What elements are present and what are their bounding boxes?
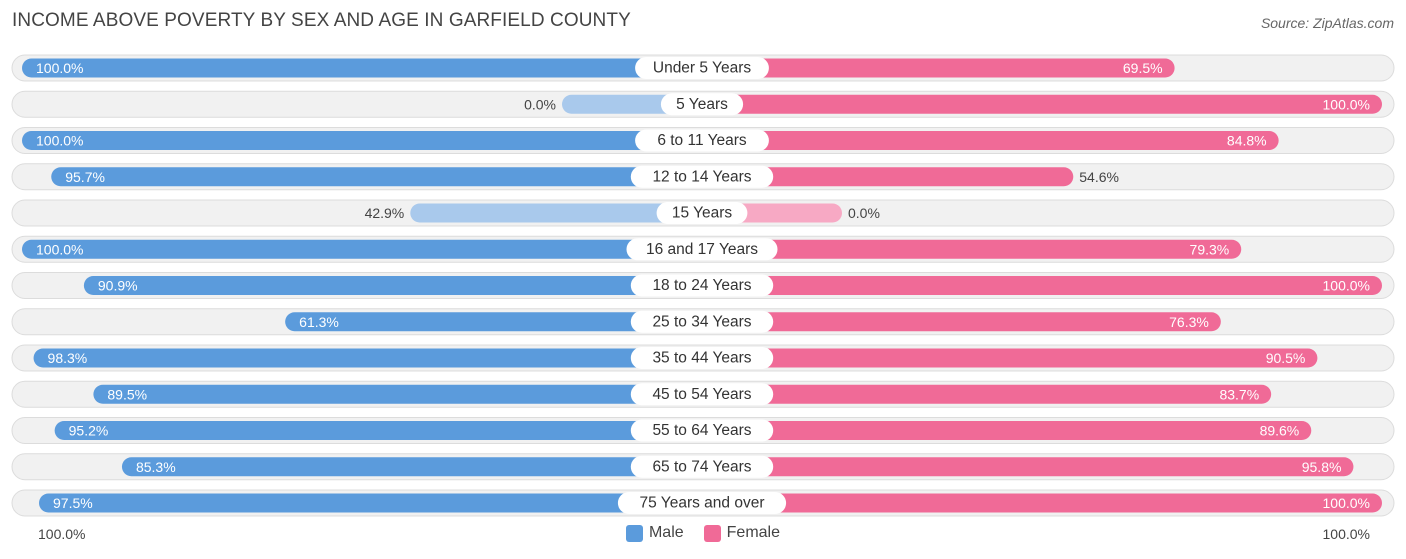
category-label: Under 5 Years [653, 60, 751, 77]
value-label-female: 83.7% [1219, 386, 1259, 402]
category-pill [635, 129, 769, 152]
bar-male [285, 312, 702, 332]
legend-label-male: Male [648, 524, 684, 541]
bar-male [410, 203, 702, 223]
value-label-male: 61.3% [299, 314, 339, 330]
category-label: 5 Years [676, 96, 728, 113]
category-pill [630, 310, 774, 333]
category-pill [656, 202, 748, 224]
value-label-female: 0.0% [848, 205, 880, 221]
category-pill [617, 492, 787, 514]
bar-male [93, 384, 702, 404]
value-label-male: 98.3% [48, 350, 88, 366]
legend-swatch-male [625, 524, 643, 542]
bar-female [702, 94, 1382, 114]
category-pill [630, 274, 774, 297]
bar-female [702, 239, 1242, 259]
value-label-female: 100.0% [1323, 495, 1370, 511]
value-label-male: 100.0% [36, 241, 83, 257]
value-label-male: 0.0% [524, 96, 556, 112]
value-label-female: 54.6% [1079, 169, 1119, 185]
value-label-female: 79.3% [1190, 241, 1230, 257]
bar-male [51, 167, 703, 187]
value-label-female: 100.0% [1323, 278, 1370, 294]
value-label-female: 84.8% [1227, 133, 1267, 149]
bar-female [702, 167, 1074, 187]
category-pill [660, 93, 744, 116]
legend-label-female: Female [726, 524, 781, 541]
bar-male [22, 58, 702, 78]
category-label: 16 and 17 Years [646, 241, 758, 258]
category-label: 25 to 34 Years [652, 313, 751, 330]
bar-female [702, 493, 1382, 513]
category-label: 65 to 74 Years [652, 458, 751, 475]
value-label-male: 97.5% [53, 495, 93, 511]
bar-male [121, 457, 702, 477]
source-note: Source: ZipAtlas.com [1260, 15, 1394, 31]
category-pill [630, 419, 774, 442]
category-pill [626, 238, 778, 261]
bar-male [39, 493, 702, 513]
legend-item-male[interactable]: Male [625, 524, 684, 542]
value-label-female: 89.6% [1260, 423, 1300, 439]
legend-item-female[interactable]: Female [703, 524, 781, 542]
bar-female [702, 312, 1221, 332]
value-label-female: 90.5% [1266, 350, 1306, 366]
value-label-female: 100.0% [1323, 96, 1370, 112]
category-label: 6 to 11 Years [657, 132, 747, 149]
chart-title: INCOME ABOVE POVERTY BY SEX AND AGE IN G… [12, 10, 631, 31]
value-label-male: 42.9% [365, 205, 405, 221]
category-label: 55 to 64 Years [652, 422, 751, 439]
bar-male [83, 276, 702, 295]
category-pill [630, 455, 774, 478]
category-label: 75 Years and over [640, 495, 765, 512]
value-label-male: 95.7% [65, 169, 105, 185]
bar-chart: 100.0% 69.5% Under 5 Years 0.0% 100.0% 5 Year… [11, 54, 1395, 517]
value-label-female: 69.5% [1123, 60, 1163, 76]
bar-female [702, 348, 1318, 368]
bar-male [33, 348, 703, 368]
bar-male [22, 239, 702, 259]
bar-female [702, 131, 1279, 150]
category-pill [635, 57, 769, 79]
category-label: 15 Years [672, 205, 733, 222]
axis-left-label: 100.0% [38, 526, 86, 542]
legend-swatch-female [703, 524, 721, 542]
category-label: 35 to 44 Years [652, 350, 751, 367]
value-label-male: 100.0% [36, 133, 83, 149]
category-pill [630, 165, 774, 188]
bar-female [702, 457, 1354, 477]
value-label-female: 76.3% [1169, 314, 1209, 330]
value-label-male: 89.5% [107, 386, 147, 402]
category-label: 12 to 14 Years [652, 168, 751, 185]
bar-female [702, 421, 1312, 440]
bar-female [702, 384, 1272, 404]
value-label-male: 85.3% [136, 459, 176, 475]
value-label-male: 95.2% [69, 423, 109, 439]
value-label-female: 95.8% [1302, 459, 1342, 475]
category-pill [630, 347, 774, 369]
legend: Male Female [0, 524, 1406, 542]
value-label-male: 90.9% [98, 278, 138, 294]
category-pill [630, 383, 774, 406]
bar-male [22, 131, 702, 150]
value-label-male: 100.0% [36, 60, 83, 76]
axis-right-label: 100.0% [1322, 526, 1370, 542]
bar-male [54, 421, 702, 440]
bar-female [702, 276, 1382, 295]
bar-female [702, 58, 1175, 78]
category-label: 18 to 24 Years [652, 277, 751, 294]
category-label: 45 to 54 Years [652, 386, 751, 403]
